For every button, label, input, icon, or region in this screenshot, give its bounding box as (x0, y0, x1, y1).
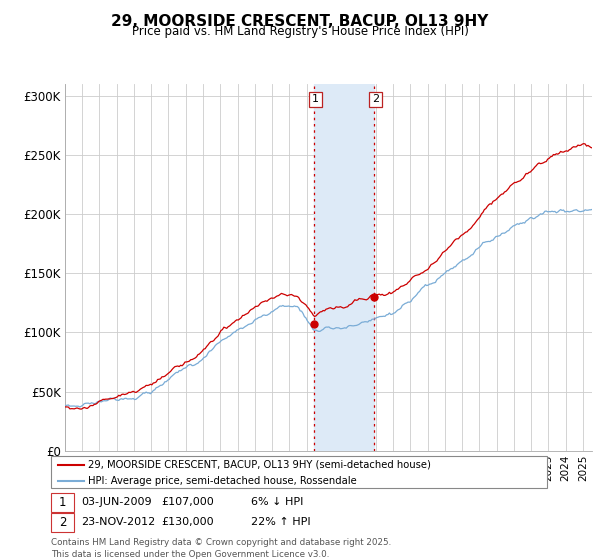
Text: £107,000: £107,000 (161, 497, 214, 507)
Text: HPI: Average price, semi-detached house, Rossendale: HPI: Average price, semi-detached house,… (88, 476, 357, 486)
Text: 6% ↓ HPI: 6% ↓ HPI (251, 497, 303, 507)
Text: 23-NOV-2012: 23-NOV-2012 (81, 517, 155, 528)
Text: 1: 1 (312, 95, 319, 104)
Text: 2: 2 (372, 95, 379, 104)
Text: Contains HM Land Registry data © Crown copyright and database right 2025.
This d: Contains HM Land Registry data © Crown c… (51, 538, 391, 559)
Text: 29, MOORSIDE CRESCENT, BACUP, OL13 9HY (semi-detached house): 29, MOORSIDE CRESCENT, BACUP, OL13 9HY (… (88, 460, 431, 470)
Text: Price paid vs. HM Land Registry's House Price Index (HPI): Price paid vs. HM Land Registry's House … (131, 25, 469, 38)
Text: 2: 2 (59, 516, 66, 529)
Text: £130,000: £130,000 (161, 517, 214, 528)
Text: 22% ↑ HPI: 22% ↑ HPI (251, 517, 310, 528)
Text: 1: 1 (59, 496, 66, 509)
Text: 03-JUN-2009: 03-JUN-2009 (81, 497, 152, 507)
Bar (314, 84, 374, 451)
Text: 29, MOORSIDE CRESCENT, BACUP, OL13 9HY: 29, MOORSIDE CRESCENT, BACUP, OL13 9HY (112, 14, 488, 29)
